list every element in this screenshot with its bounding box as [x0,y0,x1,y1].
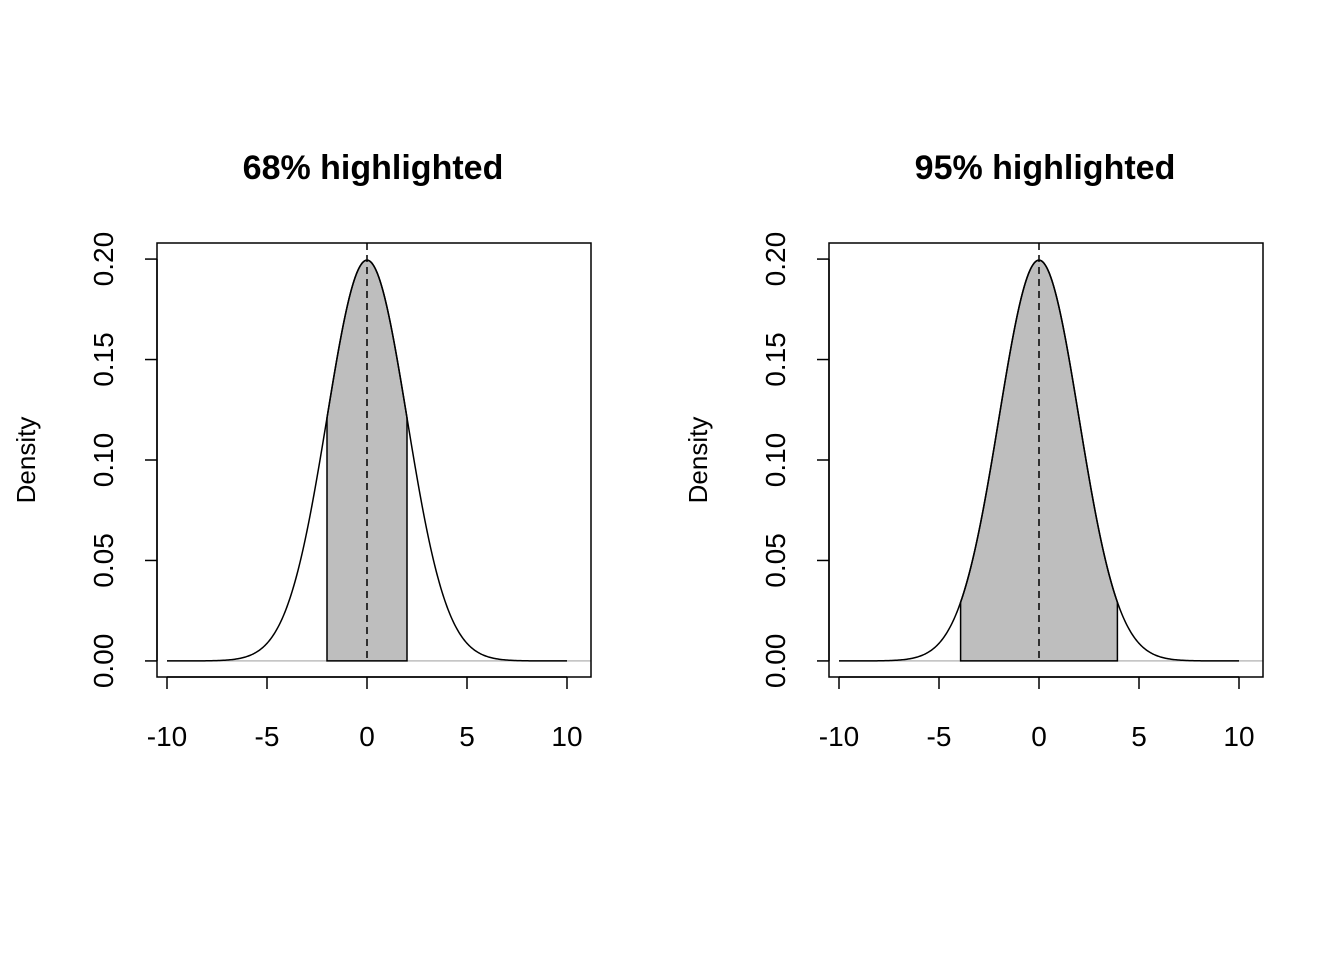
y-tick-label: 0.05 [760,533,791,588]
y-tick-label: 0.20 [760,232,791,287]
x-tick-label: 10 [1223,721,1254,752]
chart-title: 68% highlighted [243,149,504,187]
y-tick-label: 0.10 [88,433,119,488]
y-axis-label: Density [683,417,713,504]
y-axis-label: Density [11,417,41,504]
chart-title: 95% highlighted [915,149,1176,187]
y-tick-label: 0.00 [88,634,119,689]
x-tick-label: 10 [551,721,582,752]
x-tick-label: 5 [1131,721,1147,752]
x-tick-label: -5 [255,721,280,752]
chart-panel-95: 95% highlighted Density -10 -5 0 5 10 0.00 0.0… [683,149,1264,752]
y-tick-label: 0.15 [760,332,791,387]
chart-panel-68: 68% highlighted Density -10 -5 0 5 10 0.00 0.0… [11,149,592,752]
x-tick-label: -10 [147,721,187,752]
y-tick-label: 0.20 [88,232,119,287]
x-tick-label: 0 [359,721,375,752]
y-tick-label: 0.10 [760,433,791,488]
x-tick-label: -5 [927,721,952,752]
y-tick-label: 0.00 [760,634,791,689]
y-tick-label: 0.05 [88,533,119,588]
x-tick-label: -10 [819,721,859,752]
y-tick-label: 0.15 [88,332,119,387]
x-tick-label: 0 [1031,721,1047,752]
x-tick-label: 5 [459,721,475,752]
